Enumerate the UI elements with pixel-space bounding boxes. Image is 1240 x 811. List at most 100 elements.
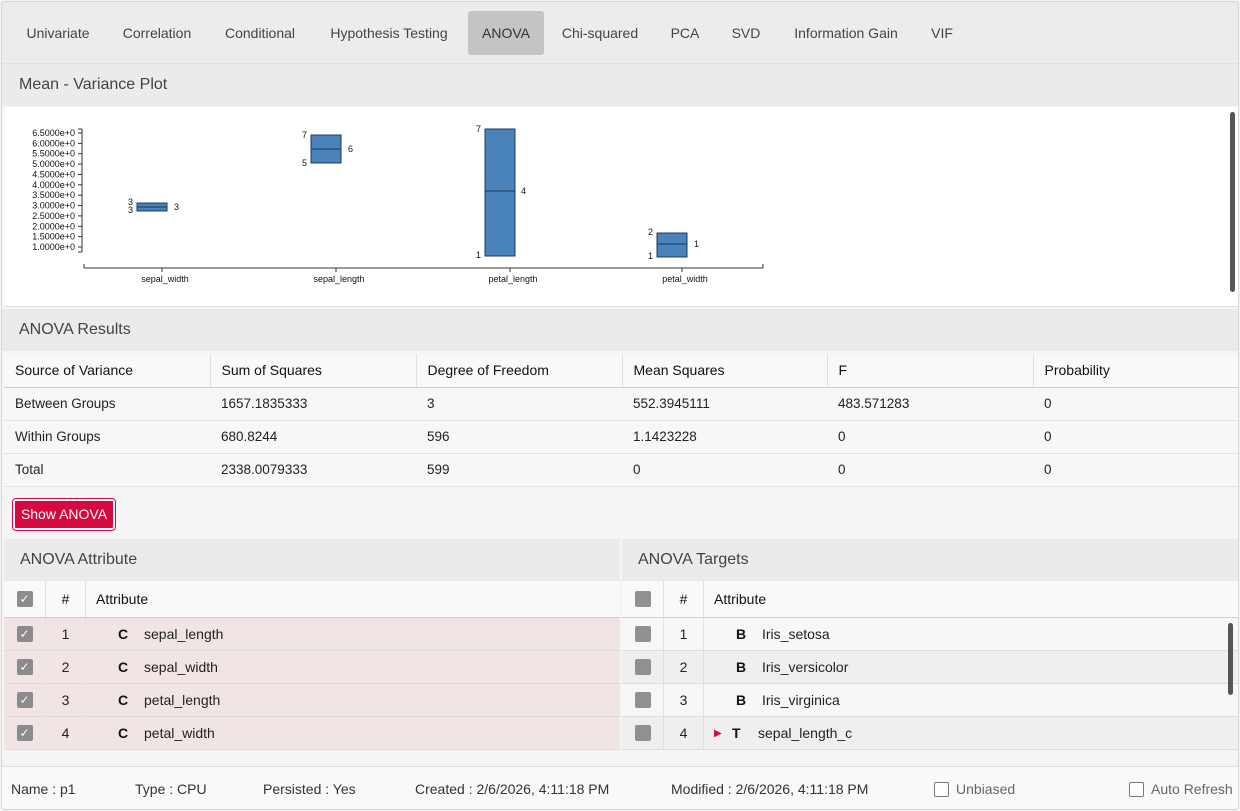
plot-scrollbar[interactable]: [1230, 112, 1235, 292]
checkbox-icon: [634, 692, 651, 708]
row-checkbox[interactable]: [622, 717, 664, 749]
show-anova-button[interactable]: Show ANOVA: [12, 498, 116, 531]
row-checkbox[interactable]: [622, 651, 664, 683]
row-checkbox[interactable]: [622, 684, 664, 716]
cell: 0: [1033, 420, 1238, 454]
row-checkbox[interactable]: ✓: [4, 684, 46, 716]
footer-type: Type : CPU: [135, 781, 207, 797]
tab-pca[interactable]: PCA: [670, 25, 700, 41]
list-item[interactable]: 3 B Iris_virginica: [622, 684, 1238, 717]
y-tick-label: 2.5000e+0: [32, 211, 75, 221]
cell: 0: [827, 453, 1033, 487]
variance-box: [484, 128, 516, 257]
list-item[interactable]: 1 B Iris_setosa: [622, 618, 1238, 651]
cell: 680.8244: [210, 420, 416, 454]
check-icon: ✓: [16, 626, 33, 642]
row-checkbox[interactable]: ✓: [4, 717, 46, 749]
row-checkbox[interactable]: ✓: [4, 618, 46, 650]
high-label: 2: [648, 227, 653, 237]
attribute-name: petal_width: [144, 725, 215, 741]
select-all-checkbox[interactable]: [622, 581, 664, 617]
check-icon: ✓: [16, 692, 33, 708]
col-mean-squares: Mean Squares: [622, 354, 828, 388]
targets-grid-header: # Attribute: [622, 581, 1238, 618]
check-icon: ✓: [16, 659, 33, 675]
cell: 3: [416, 387, 622, 421]
col-attribute: Attribute: [714, 591, 767, 607]
footer-created: Created : 2/6/2026, 4:11:18 PM: [415, 781, 610, 797]
check-icon: ✓: [16, 591, 33, 607]
targets-panel-title: ANOVA Targets: [622, 539, 1238, 581]
type-badge: B: [736, 626, 747, 642]
high-label: 7: [302, 130, 307, 140]
low-label: 5: [302, 158, 307, 168]
y-tick-label: 3.0000e+0: [32, 201, 75, 211]
y-tick-label: 1.0000e+0: [32, 242, 75, 252]
x-tick-label: petal_width: [662, 274, 708, 284]
table-row: Within Groups 680.8244 596 1.1423228 0 0: [4, 420, 1238, 454]
checkbox-icon: [634, 591, 651, 607]
col-source: Source of Variance: [4, 354, 211, 388]
col-attribute: Attribute: [96, 591, 149, 607]
cell: 552.3945111: [622, 387, 827, 421]
footer-name: Name : p1: [11, 781, 76, 797]
y-tick-label: 1.5000e+0: [32, 232, 75, 242]
attribute-name: sepal_width: [144, 659, 218, 675]
y-tick-label: 6.5000e+0: [32, 128, 75, 138]
tab-univariate[interactable]: Univariate: [26, 25, 90, 41]
cell: 1657.1835333: [210, 387, 416, 421]
anova-results-table: Source of Variance Sum of Squares Degree…: [4, 354, 1238, 487]
row-num: 2: [664, 651, 704, 683]
tab-anova[interactable]: ANOVA: [468, 11, 544, 55]
auto-refresh-checkbox[interactable]: Auto Refresh: [1129, 781, 1233, 797]
cell: Total: [4, 453, 210, 487]
tab-conditional[interactable]: Conditional: [224, 25, 296, 41]
tab-chi-squared[interactable]: Chi-squared: [561, 25, 639, 41]
row-num: 1: [46, 618, 86, 650]
unbiased-checkbox[interactable]: Unbiased: [934, 781, 1015, 797]
type-badge: C: [118, 692, 129, 708]
checkbox-icon: [634, 626, 651, 642]
row-num: 4: [46, 717, 86, 749]
table-row: Total 2338.0079333 599 0 0 0: [4, 453, 1238, 487]
col-probability: Probability: [1033, 354, 1238, 388]
tab-svd[interactable]: SVD: [731, 25, 761, 41]
anova-targets-panel: ANOVA Targets # Attribute 1 B Iris_setosa…: [622, 539, 1238, 765]
footer-persisted: Persisted : Yes: [263, 781, 356, 797]
expand-arrow-icon[interactable]: ▶: [714, 727, 722, 739]
attribute-name: Iris_versicolor: [762, 659, 849, 675]
x-tick-label: sepal_width: [141, 274, 189, 284]
cell: 599: [416, 453, 622, 487]
attribute-panel-title: ANOVA Attribute: [4, 539, 620, 581]
check-icon: ✓: [16, 725, 33, 741]
mean-label: 4: [521, 186, 526, 196]
list-item[interactable]: 2 B Iris_versicolor: [622, 651, 1238, 684]
unbiased-label: Unbiased: [956, 781, 1016, 797]
y-tick-label: 5.0000e+0: [32, 159, 75, 169]
checkbox-icon: [634, 725, 651, 741]
y-tick-label: 4.5000e+0: [32, 169, 75, 179]
tab-correlation[interactable]: Correlation: [122, 25, 192, 41]
select-all-checkbox[interactable]: ✓: [4, 581, 46, 617]
row-checkbox[interactable]: ✓: [4, 651, 46, 683]
targets-scrollbar[interactable]: [1228, 623, 1233, 695]
footer-modified: Modified : 2/6/2026, 4:11:18 PM: [671, 781, 869, 797]
tab-vif[interactable]: VIF: [931, 25, 953, 41]
x-tick-label: petal_length: [488, 274, 537, 284]
tab-information-gain[interactable]: Information Gain: [794, 25, 898, 41]
attribute-name: Iris_setosa: [762, 626, 830, 642]
row-checkbox[interactable]: [622, 618, 664, 650]
y-tick-label: 3.5000e+0: [32, 190, 75, 200]
attribute-name: sepal_length_c: [758, 725, 853, 741]
high-label: 7: [476, 124, 481, 134]
tab-hypothesis-testing[interactable]: Hypothesis Testing: [330, 25, 448, 41]
cell: 596: [416, 420, 622, 454]
table-row: Between Groups 1657.1835333 3 552.394511…: [4, 387, 1238, 421]
